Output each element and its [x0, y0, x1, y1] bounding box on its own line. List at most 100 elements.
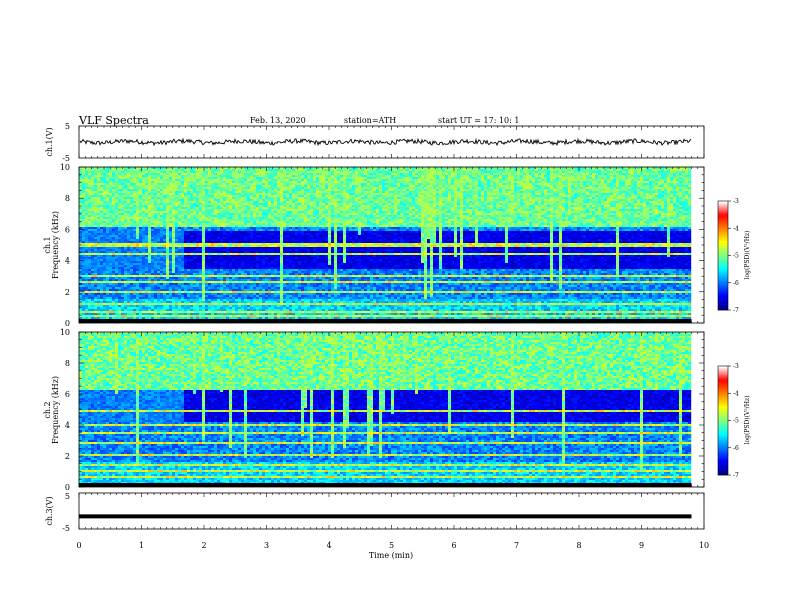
spectrogram-cell	[550, 203, 553, 205]
spectrogram-cell	[658, 193, 661, 195]
spectrogram-cell	[541, 183, 544, 185]
spectrogram-cell	[682, 205, 685, 207]
spectrogram-cell	[247, 201, 250, 203]
spectrogram-cell	[478, 193, 481, 195]
spectrogram-cell	[205, 187, 208, 189]
spectrogram-cell	[550, 195, 553, 197]
spectrogram-cell	[175, 181, 178, 183]
spectrogram-cell	[265, 179, 268, 181]
spectrogram-cell	[271, 171, 274, 173]
spectrogram-cell	[664, 175, 667, 177]
spectrogram-cell	[232, 201, 235, 203]
spectrogram-cell	[547, 183, 550, 185]
spectrogram-cell	[172, 179, 175, 181]
spectrogram-cell	[610, 189, 613, 191]
spectrogram-cell	[262, 201, 265, 203]
spectrogram-cell	[91, 203, 94, 205]
spectrogram-cell	[574, 205, 577, 207]
spectrogram-cell	[376, 211, 379, 213]
spectrogram-cell	[505, 199, 508, 201]
spectrogram-cell	[472, 199, 475, 201]
spectrogram-cell	[448, 197, 451, 199]
spectrogram-cell	[319, 201, 322, 203]
spectrogram-cell	[577, 201, 580, 203]
spectrogram-cell	[442, 191, 445, 193]
spectrogram-cell	[448, 203, 451, 205]
spectrogram-cell	[442, 199, 445, 201]
spectrogram-cell	[139, 195, 142, 197]
spectrogram-cell	[100, 211, 103, 213]
spectrogram-cell	[259, 171, 262, 173]
spectrogram-cell	[487, 177, 490, 179]
spectrogram-cell	[238, 203, 241, 205]
spectrogram-cell	[241, 203, 244, 205]
spectrogram-cell	[631, 169, 634, 171]
spectrogram-cell	[556, 191, 559, 193]
spectrogram-cell	[667, 203, 670, 205]
spectrogram-cell	[214, 185, 217, 187]
spectrogram-cell	[496, 191, 499, 193]
spectrogram-cell	[385, 173, 388, 175]
spectrogram-cell	[271, 177, 274, 179]
spectrogram-cell	[538, 205, 541, 207]
spectrogram-cell	[457, 185, 460, 187]
spectrogram-cell	[118, 195, 121, 197]
spectrogram-cell	[604, 183, 607, 185]
spectrogram-cell	[178, 185, 181, 187]
spectrogram-cell	[439, 189, 442, 191]
spectrogram-cell	[430, 201, 433, 203]
spectrogram-cell	[478, 185, 481, 187]
spectrogram-cell	[136, 187, 139, 189]
spectrogram-cell	[400, 205, 403, 207]
spectrogram-cell	[448, 181, 451, 183]
spectrogram-cell	[178, 179, 181, 181]
spectrogram-cell	[460, 181, 463, 183]
spectrogram-cell	[499, 211, 502, 213]
spectrogram-cell	[343, 213, 346, 215]
spectrogram-cell	[229, 213, 232, 215]
spectrogram-cell	[550, 205, 553, 207]
spectrogram-cell	[241, 209, 244, 211]
spectrogram-cell	[112, 209, 115, 211]
spectrogram-cell	[172, 197, 175, 199]
spectrogram-cell	[640, 191, 643, 193]
spectrogram-cell	[613, 177, 616, 179]
spectrogram-cell	[607, 195, 610, 197]
spectrogram-cell	[316, 205, 319, 207]
spectrogram-cell	[301, 187, 304, 189]
spectrogram-cell	[451, 197, 454, 199]
spectrogram-cell	[607, 175, 610, 177]
spectrogram-cell	[199, 197, 202, 199]
spectrogram-cell	[496, 169, 499, 171]
spectrogram-cell	[625, 203, 628, 205]
spectrogram-cell	[181, 201, 184, 203]
spectrogram-cell	[265, 205, 268, 207]
spectrogram-cell	[613, 211, 616, 213]
spectrogram-cell	[160, 173, 163, 175]
spectrogram-cell	[604, 193, 607, 195]
spectrogram-cell	[550, 177, 553, 179]
spectrogram-cell	[643, 193, 646, 195]
spectrogram-cell	[424, 197, 427, 199]
spectrogram-cell	[649, 181, 652, 183]
spectrogram-cell	[562, 207, 565, 209]
spectrogram-cell	[253, 211, 256, 213]
spectrogram-cell	[535, 177, 538, 179]
spectrogram-cell	[442, 187, 445, 189]
spectrogram-cell	[562, 193, 565, 195]
spectrogram-cell	[682, 173, 685, 175]
spectrogram-cell	[334, 211, 337, 213]
spectrogram-cell	[175, 213, 178, 215]
spectrogram-cell	[211, 179, 214, 181]
spectrogram-cell	[193, 171, 196, 173]
spectrogram-cell	[154, 173, 157, 175]
spectrogram-cell	[172, 189, 175, 191]
spectrogram-cell	[604, 179, 607, 181]
spectrogram-cell	[304, 197, 307, 199]
spectrogram-cell	[472, 175, 475, 177]
spectrogram-cell	[196, 189, 199, 191]
spectrogram-cell	[274, 213, 277, 215]
spectrogram-cell	[424, 181, 427, 183]
spectrogram-cell	[319, 211, 322, 213]
spectrogram-cell	[232, 195, 235, 197]
